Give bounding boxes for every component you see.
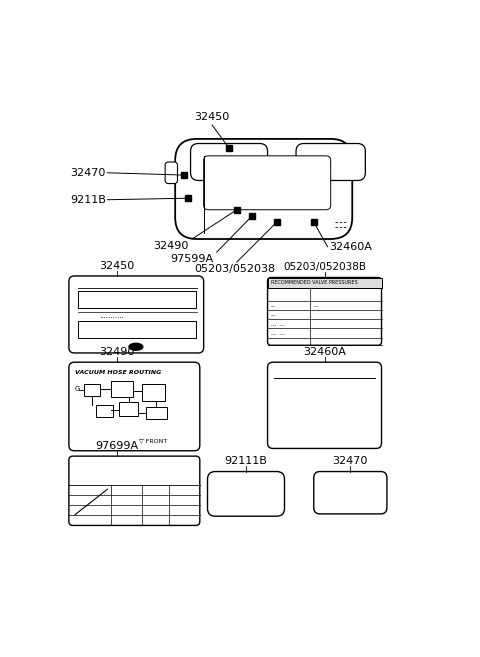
FancyBboxPatch shape <box>69 276 204 353</box>
Text: 32450: 32450 <box>194 112 230 122</box>
Text: 05203/052038: 05203/052038 <box>195 263 276 273</box>
Text: 32460A: 32460A <box>303 347 346 357</box>
Bar <box>146 407 168 419</box>
Text: 32450: 32450 <box>99 261 134 271</box>
Text: ---: --- <box>271 304 276 309</box>
Text: 9211B: 9211B <box>70 194 106 205</box>
FancyBboxPatch shape <box>69 456 200 526</box>
Bar <box>267 277 382 288</box>
Bar <box>119 402 138 416</box>
Text: 97699A: 97699A <box>95 441 138 451</box>
Text: 32470: 32470 <box>71 168 106 178</box>
Text: ---: --- <box>271 313 276 319</box>
Text: RECOMMENDED VALVE PRESSURES: RECOMMENDED VALVE PRESSURES <box>271 281 357 285</box>
Text: ---  ---: --- --- <box>271 332 284 337</box>
Text: 32470: 32470 <box>332 456 368 466</box>
Text: ...........: ........... <box>100 313 124 319</box>
Bar <box>84 384 100 396</box>
Text: VACUUM HOSE ROUTING: VACUUM HOSE ROUTING <box>75 370 161 375</box>
Text: 05203/052038B: 05203/052038B <box>283 262 366 272</box>
Bar <box>78 291 196 308</box>
Text: 92111B: 92111B <box>225 456 267 466</box>
Text: G: G <box>75 386 81 392</box>
Bar <box>96 405 113 417</box>
Text: 32460A: 32460A <box>329 242 372 252</box>
FancyBboxPatch shape <box>267 277 382 346</box>
Bar <box>142 384 165 401</box>
Bar <box>78 321 196 338</box>
FancyBboxPatch shape <box>69 362 200 451</box>
FancyBboxPatch shape <box>204 156 331 210</box>
FancyBboxPatch shape <box>296 143 365 181</box>
FancyBboxPatch shape <box>314 472 387 514</box>
Text: ▽ FRONT: ▽ FRONT <box>140 438 168 443</box>
FancyBboxPatch shape <box>191 143 267 181</box>
Ellipse shape <box>129 344 143 350</box>
Bar <box>111 382 133 397</box>
Text: ---  ---: --- --- <box>271 323 284 328</box>
Text: 97599A: 97599A <box>170 254 214 263</box>
Text: 32490: 32490 <box>154 240 189 250</box>
Text: 32490: 32490 <box>99 347 134 357</box>
FancyBboxPatch shape <box>207 472 285 516</box>
Text: ---: --- <box>314 304 319 309</box>
FancyBboxPatch shape <box>175 139 352 239</box>
FancyBboxPatch shape <box>165 162 178 183</box>
FancyBboxPatch shape <box>267 362 382 449</box>
